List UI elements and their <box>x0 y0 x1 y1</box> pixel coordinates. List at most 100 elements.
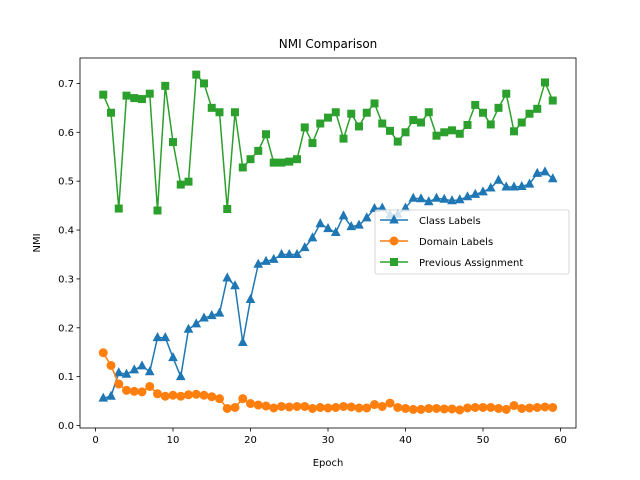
domain-labels-point <box>145 381 155 391</box>
domain-labels-point <box>408 404 418 414</box>
previous-assignment-point <box>138 95 146 104</box>
domain-labels-point <box>548 402 558 412</box>
class-labels-point <box>524 178 535 188</box>
domain-labels-point <box>176 391 186 401</box>
class-labels-point <box>315 218 326 228</box>
class-labels-point <box>330 226 341 236</box>
domain-labels-point <box>160 391 170 401</box>
class-labels-point <box>199 312 209 322</box>
domain-labels-point <box>315 402 325 412</box>
domain-labels-point <box>532 402 542 412</box>
domain-labels-point <box>215 394 224 404</box>
class-labels-point <box>121 368 132 378</box>
previous-assignment-point <box>130 94 139 103</box>
previous-assignment-point <box>207 103 216 112</box>
domain-labels-point <box>114 379 124 389</box>
previous-assignment-point <box>262 130 270 139</box>
domain-labels-point <box>199 390 209 400</box>
previous-assignment-point <box>479 108 487 117</box>
class-labels-point <box>431 192 442 202</box>
class-labels-point <box>113 367 124 377</box>
class-labels-point <box>470 188 481 198</box>
x-tick-label: 10 <box>167 435 180 446</box>
domain-labels-point <box>494 403 503 413</box>
previous-assignment-point <box>517 118 526 127</box>
previous-assignment-point <box>107 108 115 117</box>
domain-labels-point <box>439 404 449 414</box>
class-labels-point <box>307 232 318 242</box>
legend: Class Labels Domain Labels Previous Assign… <box>374 209 570 275</box>
class-labels-point <box>237 336 248 346</box>
class-labels-point <box>253 258 264 268</box>
domain-labels-point <box>122 385 131 395</box>
class-labels-point <box>416 193 426 203</box>
previous-assignment-point <box>269 158 278 167</box>
previous-assignment-point <box>541 78 549 87</box>
previous-assignment-point <box>176 180 185 189</box>
domain-labels-point <box>331 402 341 412</box>
domain-labels-point <box>447 404 457 414</box>
x-tick-label: 40 <box>399 435 412 446</box>
domain-labels-point <box>501 404 511 414</box>
previous-assignment-point <box>184 177 193 186</box>
domain-labels-point <box>277 401 286 411</box>
previous-assignment-point <box>494 103 503 112</box>
class-labels-point <box>299 242 310 252</box>
domain-labels-point <box>416 404 426 414</box>
x-tick-label: 60 <box>554 435 567 446</box>
class-labels-point <box>129 364 140 374</box>
previous-assignment-point <box>393 137 402 146</box>
domain-labels-point <box>207 392 217 402</box>
domain-labels-point <box>478 402 488 412</box>
x-tick-label: 50 <box>477 435 490 446</box>
domain-labels-point <box>168 390 178 400</box>
domain-labels-point <box>377 401 387 411</box>
domain-labels-point <box>525 403 534 413</box>
domain-labels-point <box>106 360 116 370</box>
y-axis: 0.0 0.1 0.2 0.3 0.4 0.5 0.6 0.7 <box>58 79 80 432</box>
x-tick-label: 20 <box>244 435 257 446</box>
previous-assignment-point <box>432 131 441 140</box>
class-labels-point <box>292 248 302 258</box>
domain-labels-point <box>269 403 279 413</box>
previous-assignment-point <box>231 108 239 117</box>
domain-labels-point <box>463 403 472 413</box>
class-labels-point <box>354 219 364 229</box>
legend-label-class-labels: Class Labels <box>419 216 481 227</box>
legend-marker-previous-assignment <box>390 258 398 266</box>
previous-assignment-point <box>502 89 511 98</box>
class-labels-point <box>160 332 171 342</box>
y-tick-label: 0.2 <box>58 323 74 334</box>
previous-assignment-point <box>254 146 263 155</box>
previous-assignment-point <box>339 134 348 143</box>
domain-labels-point <box>98 348 108 358</box>
previous-assignment-point <box>362 108 371 117</box>
domain-labels-point <box>370 400 379 410</box>
previous-assignment-point <box>486 120 495 129</box>
class-labels-point <box>540 166 550 176</box>
domain-labels-point <box>191 389 201 399</box>
previous-assignment-point <box>386 126 394 135</box>
domain-labels-point <box>424 403 434 413</box>
previous-assignment-point <box>355 122 363 131</box>
x-axis-label: Epoch <box>313 458 344 469</box>
domain-labels-point <box>323 403 333 413</box>
previous-assignment-point <box>347 109 356 118</box>
class-labels-point <box>261 255 271 265</box>
previous-assignment-point <box>471 100 480 109</box>
class-labels-point <box>222 272 233 282</box>
domain-labels-point <box>486 402 496 412</box>
class-labels-point <box>175 371 186 381</box>
class-labels-point <box>439 193 450 203</box>
domain-labels-point <box>153 389 162 399</box>
class-labels-point <box>361 212 372 222</box>
class-labels-point <box>346 221 357 231</box>
class-labels-point <box>191 318 202 328</box>
plot-area <box>98 70 558 415</box>
class-labels-point <box>214 307 225 317</box>
previous-assignment-point <box>533 104 542 113</box>
previous-assignment-point <box>293 155 301 164</box>
y-tick-label: 0.5 <box>58 177 74 188</box>
previous-assignment-point <box>223 205 232 214</box>
